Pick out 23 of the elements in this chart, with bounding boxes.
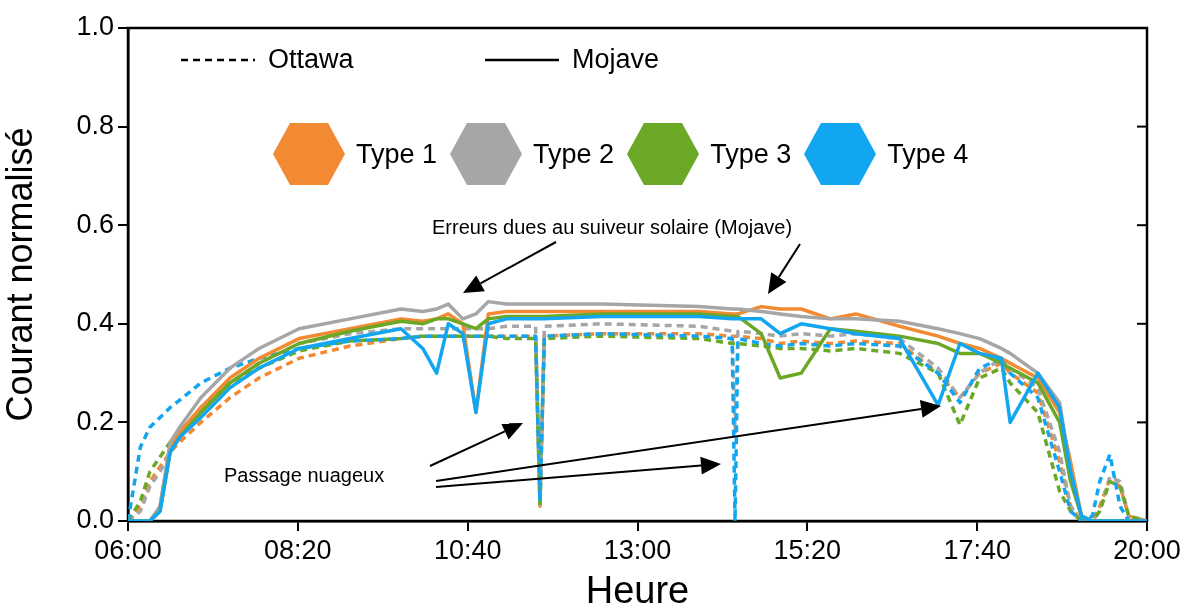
legend-label: Type 4: [887, 138, 969, 170]
annotation: Passage nuageux: [224, 464, 385, 487]
legend-label: Type 1: [356, 138, 438, 170]
y-tick-label: 0.6: [76, 208, 114, 239]
y-tick-label: 0.0: [76, 504, 114, 535]
x-tick-label: 20:00: [1113, 534, 1181, 565]
x-tick-label: 15:20: [773, 534, 842, 565]
y-tick-label: 0.8: [76, 110, 114, 141]
y-tick-label: 1.0: [76, 11, 114, 42]
x-tick-label: 13:00: [603, 534, 672, 565]
x-tick-label: 08:20: [264, 534, 332, 565]
y-axis-title: Courant normalisé: [0, 127, 40, 422]
legend-label: Type 3: [710, 138, 792, 170]
x-tick-label: 06:00: [94, 534, 162, 565]
x-axis-title: Heure: [585, 568, 690, 611]
y-tick-label: 0.2: [76, 405, 114, 436]
annotation: Mojave: [572, 44, 660, 75]
y-tick-label: 0.4: [76, 307, 114, 338]
x-tick-label: 10:40: [433, 534, 502, 565]
x-tick-label: 17:40: [943, 534, 1011, 565]
annotation: Erreurs dues au suiveur solaire (Mojave): [432, 216, 793, 239]
legend-label: Type 2: [533, 138, 615, 170]
annotation: Ottawa: [268, 44, 354, 75]
